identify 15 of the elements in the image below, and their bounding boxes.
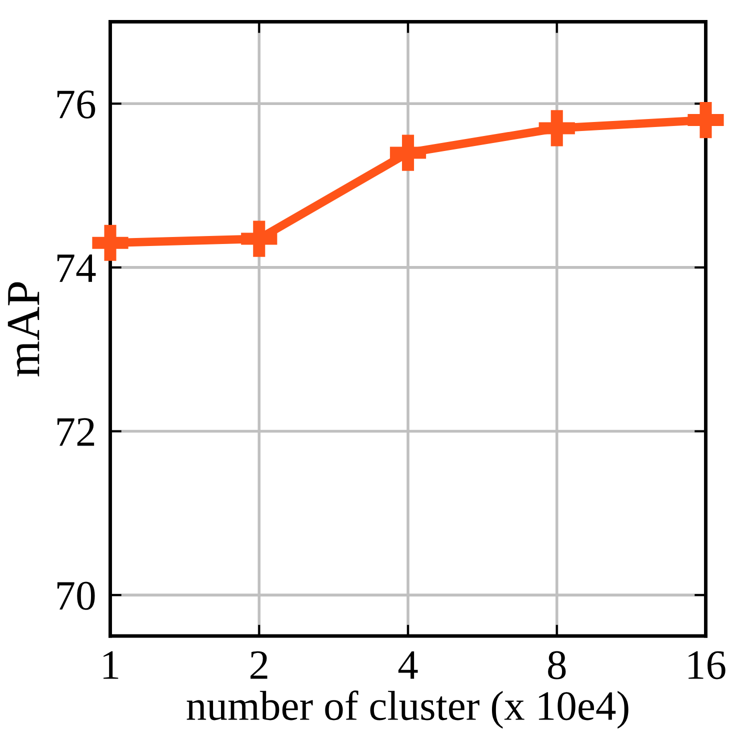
x-tick-label: 4: [398, 651, 418, 679]
y-tick-label: 72: [57, 418, 94, 446]
point: [241, 220, 278, 257]
x-axis-title: number of cluster (x 10e4): [186, 690, 628, 729]
x-tick-label: 1: [104, 651, 118, 679]
point: [688, 102, 724, 138]
point: [390, 134, 426, 171]
y-tick-label: 74: [57, 254, 96, 282]
y-tick-label: 70: [57, 582, 95, 610]
point: [538, 110, 575, 146]
x-tick-label: 8: [548, 651, 566, 680]
x-tick-label: 16: [688, 651, 726, 680]
y-tick-label: 76: [57, 90, 96, 119]
x-tick-label: 2: [250, 651, 268, 679]
y-axis-title: mAP: [8, 282, 40, 376]
